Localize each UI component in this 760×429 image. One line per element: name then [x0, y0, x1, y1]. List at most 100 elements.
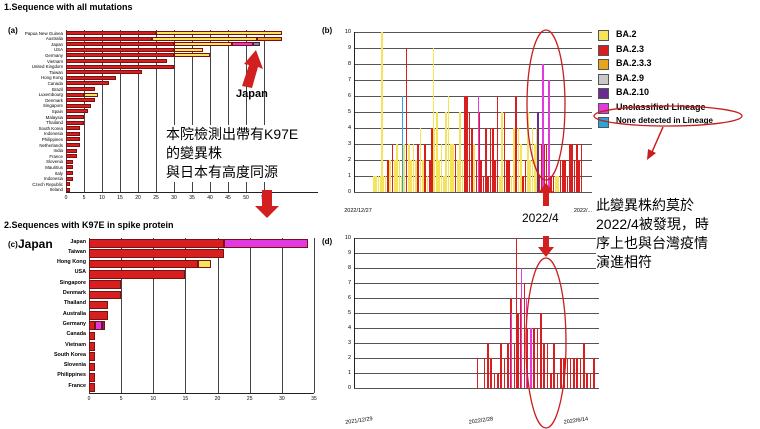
gridline: [192, 30, 193, 193]
bar: [540, 144, 543, 192]
bar: [89, 331, 96, 341]
gridline: [354, 96, 592, 97]
bar: [89, 269, 186, 279]
bar: [66, 109, 88, 114]
bar: [66, 75, 117, 80]
legend-swatch: [598, 102, 609, 114]
bar: [543, 343, 545, 388]
y-tick-label: 9: [347, 250, 351, 256]
bar: [89, 311, 109, 320]
bar: [503, 112, 506, 192]
panel-label-c: (c): [8, 240, 18, 249]
bar: [508, 160, 510, 192]
x-tick-label: 5: [119, 395, 123, 402]
x-tick-label: 5: [82, 195, 86, 202]
category-label: Luxembourg: [38, 92, 63, 98]
cn-note-1-line: 本院檢測出帶有K97E: [166, 126, 299, 142]
y-tick-label: 10: [344, 235, 351, 241]
cn-note-2-line: 此變異株約莫於: [596, 197, 694, 213]
cn-note-1-line: 的變異株: [166, 145, 222, 161]
panel-label-d: (d): [322, 237, 333, 246]
y-tick-label: 5: [347, 310, 351, 316]
category-label: Indonesia: [43, 176, 63, 182]
bar: [256, 36, 282, 41]
bar: [401, 96, 404, 192]
bar: [394, 160, 396, 192]
bar: [405, 48, 408, 192]
gridline: [185, 238, 187, 393]
bar: [487, 343, 489, 388]
bar: [554, 176, 557, 192]
category-label: Hong Kong: [56, 259, 86, 266]
bar: [553, 343, 555, 388]
chart-b: 0 1 2 3 4 5 6 7 8 9 10 2022/12/27 2022/...: [328, 26, 593, 216]
bar: [573, 160, 576, 192]
category-label: Ireland: [49, 187, 63, 193]
bar: [66, 47, 174, 52]
y-tick-label: 2: [347, 355, 351, 361]
category-label: Thailand: [46, 120, 63, 126]
bar: [101, 321, 106, 331]
gridline: [354, 388, 599, 389]
gridline: [120, 30, 121, 193]
bar: [459, 112, 461, 192]
date-callout: 2022/4: [522, 211, 559, 225]
category-label: Philippines: [57, 372, 86, 379]
bar: [583, 343, 585, 388]
bar: [476, 358, 479, 388]
category-label: Czech Republic: [32, 181, 63, 187]
bar: [382, 176, 384, 192]
bar: [436, 112, 438, 192]
bar: [550, 176, 552, 192]
bar: [66, 42, 174, 47]
bar: [66, 31, 156, 35]
category-label: USA: [74, 269, 86, 276]
bar: [471, 128, 473, 192]
x-tick-label: 50: [243, 195, 249, 202]
gridline: [153, 238, 154, 393]
gridline: [354, 238, 599, 239]
category-label: Canada: [47, 80, 63, 86]
bar: [483, 358, 486, 388]
bar: [66, 120, 84, 125]
gridline: [354, 313, 599, 314]
gridline: [354, 253, 599, 254]
x-tick-label: 25: [246, 395, 253, 402]
bar: [520, 268, 523, 388]
bar: [536, 328, 539, 388]
category-label: Denmark: [45, 97, 63, 103]
legend-highlight-ellipse: [593, 105, 743, 127]
category-label: Italy: [54, 170, 63, 176]
gridline: [281, 238, 283, 393]
bar: [464, 96, 466, 192]
bar: [403, 144, 405, 192]
gridline: [354, 160, 592, 161]
cn-note-1-line: 與日本有高度同源: [166, 164, 278, 180]
bar: [524, 160, 527, 192]
x-tick-label: 45: [225, 195, 231, 202]
japan-arrow-label: Japan: [236, 88, 268, 100]
bar: [89, 290, 122, 300]
bar: [156, 31, 282, 35]
bar: [536, 128, 538, 192]
category-label: Hong Kong: [41, 75, 63, 81]
gridline: [354, 48, 592, 49]
bar: [493, 373, 496, 388]
bar: [540, 313, 542, 388]
bar: [415, 160, 417, 192]
bar: [66, 103, 92, 108]
cn-note-2-line: 演進相符: [596, 254, 652, 270]
japan-arrow: [242, 50, 263, 88]
bar: [515, 238, 518, 388]
x-tick-label: 30: [279, 395, 285, 402]
category-label: Spain: [51, 108, 63, 114]
bar: [89, 362, 96, 372]
bar: [580, 144, 583, 192]
bar: [89, 372, 96, 382]
bar: [231, 42, 254, 47]
bar: [253, 42, 261, 47]
gridline: [354, 32, 592, 33]
category-label: Slovenia: [63, 362, 86, 369]
bar: [433, 128, 436, 192]
